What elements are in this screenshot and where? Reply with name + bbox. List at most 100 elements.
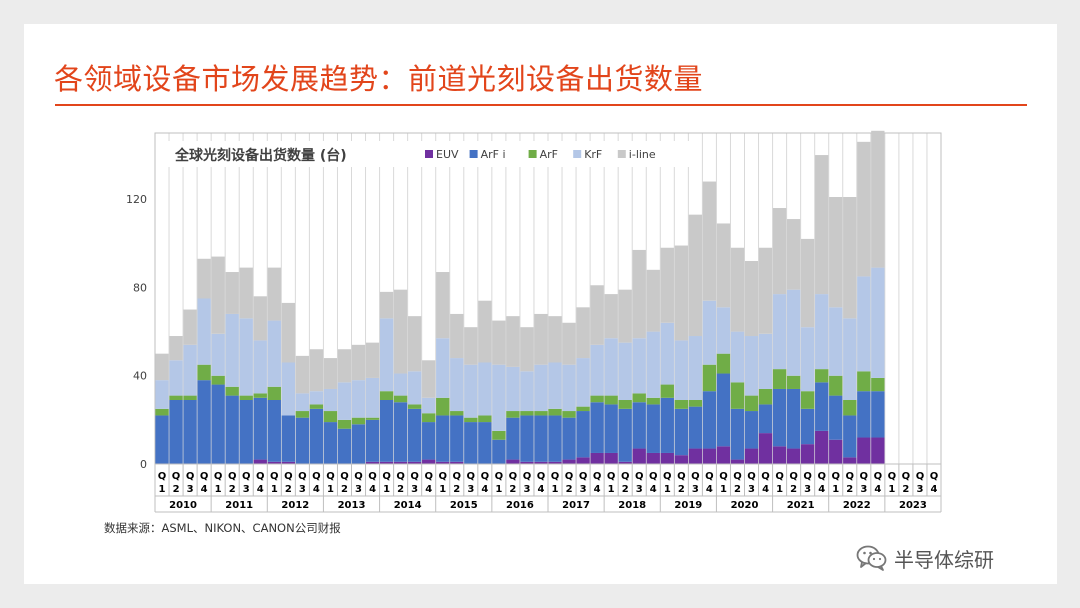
bar-arf-i — [169, 400, 183, 464]
bar-arf-i — [871, 391, 885, 438]
bar-i-line — [506, 316, 520, 367]
bar-arf — [365, 417, 380, 420]
x-tick-label: 4 — [874, 484, 881, 495]
bar-krf — [702, 300, 717, 365]
bar-arf — [632, 393, 646, 403]
x-tick-label: 2 — [173, 484, 180, 495]
bar-euv — [548, 461, 562, 464]
bar-krf — [716, 307, 731, 354]
legend-swatch-krf — [573, 150, 582, 158]
bar-arf-i — [267, 400, 281, 462]
y-tick-label: 120 — [126, 193, 147, 206]
slide-title: 各领域设备市场发展趋势：前道光刻设备出货数量 — [54, 62, 704, 96]
bar-arf-i — [716, 373, 731, 447]
bar-euv — [604, 452, 618, 464]
x-tick-label: 3 — [692, 484, 699, 495]
x-tick-label: Q — [298, 471, 307, 482]
bar-arf — [716, 353, 731, 374]
bar-euv — [786, 448, 801, 464]
year-label: 2023 — [899, 500, 927, 511]
bar-krf — [492, 364, 506, 431]
bar-arf — [492, 430, 506, 440]
bar-i-line — [464, 327, 478, 365]
bar-euv — [520, 461, 534, 464]
x-tick-label: Q — [677, 471, 686, 482]
bar-krf — [211, 333, 225, 376]
legend-label: EUV — [436, 148, 459, 161]
bar-arf-i — [379, 400, 394, 462]
x-tick-label: 3 — [580, 484, 587, 495]
bar-arf — [436, 397, 450, 416]
bar-krf — [478, 362, 492, 416]
bar-euv — [871, 437, 885, 464]
bar-i-line — [323, 358, 338, 389]
bar-i-line — [267, 267, 281, 321]
x-tick-label: 4 — [818, 484, 825, 495]
legend-label: i-line — [629, 148, 656, 161]
bar-euv — [688, 448, 703, 464]
bar-i-line — [183, 309, 197, 345]
bar-arf — [815, 369, 829, 383]
bar-euv — [576, 457, 590, 464]
x-tick-label: Q — [579, 471, 588, 482]
x-tick-label: Q — [200, 471, 209, 482]
bar-arf-i — [520, 415, 534, 462]
x-tick-label: 3 — [748, 484, 755, 495]
bar-krf — [562, 364, 576, 412]
bar-i-line — [716, 223, 731, 308]
x-tick-label: 4 — [594, 484, 601, 495]
x-tick-label: Q — [537, 471, 546, 482]
bar-arf-i — [660, 397, 674, 453]
bar-i-line — [758, 247, 773, 334]
bar-arf — [548, 408, 562, 416]
bar-i-line — [365, 342, 380, 378]
year-label: 2013 — [338, 500, 366, 511]
bar-krf — [450, 358, 464, 412]
x-tick-label: 2 — [509, 484, 516, 495]
bar-arf-i — [436, 415, 450, 462]
bar-arf-i — [829, 395, 843, 440]
bar-arf-i — [281, 415, 296, 462]
x-tick-label: Q — [256, 471, 265, 482]
bar-arf-i — [478, 422, 492, 464]
legend-swatch-euv — [425, 150, 433, 158]
x-tick-label: 1 — [495, 484, 502, 495]
x-tick-label: Q — [621, 471, 630, 482]
x-tick-label: Q — [888, 471, 897, 482]
bar-euv — [800, 444, 815, 464]
x-tick-label: Q — [284, 471, 293, 482]
bar-arf — [590, 395, 604, 403]
year-label: 2016 — [506, 500, 534, 511]
bar-euv — [829, 439, 843, 464]
bar-i-line — [632, 249, 646, 339]
x-tick-label: Q — [691, 471, 700, 482]
bar-euv — [562, 459, 576, 464]
bar-euv — [843, 457, 857, 464]
x-tick-label: Q — [509, 471, 518, 482]
x-tick-label: Q — [649, 471, 658, 482]
x-tick-label: Q — [761, 471, 770, 482]
bar-arf — [576, 406, 590, 412]
bar-arf-i — [534, 415, 548, 462]
bar-i-line — [702, 181, 717, 301]
bar-arf-i — [183, 400, 197, 464]
bar-euv — [758, 433, 773, 464]
bar-arf — [393, 395, 408, 403]
bar-euv — [674, 455, 689, 464]
bar-arf — [323, 411, 338, 423]
x-tick-label: Q — [874, 471, 883, 482]
bar-i-line — [843, 196, 857, 319]
bar-arf-i — [492, 439, 506, 464]
watermark-text: 半导体综研 — [894, 547, 994, 572]
bar-arf — [407, 404, 422, 409]
legend-swatch-arf-i — [469, 150, 478, 158]
bar-arf — [239, 395, 253, 401]
bar-i-line — [379, 291, 394, 319]
bar-i-line — [155, 353, 169, 381]
bar-i-line — [660, 247, 674, 323]
legend-label: KrF — [584, 148, 602, 161]
x-tick-label: Q — [733, 471, 742, 482]
bar-krf — [576, 358, 590, 407]
bar-arf-i — [562, 417, 576, 460]
x-tick-label: 3 — [523, 484, 530, 495]
